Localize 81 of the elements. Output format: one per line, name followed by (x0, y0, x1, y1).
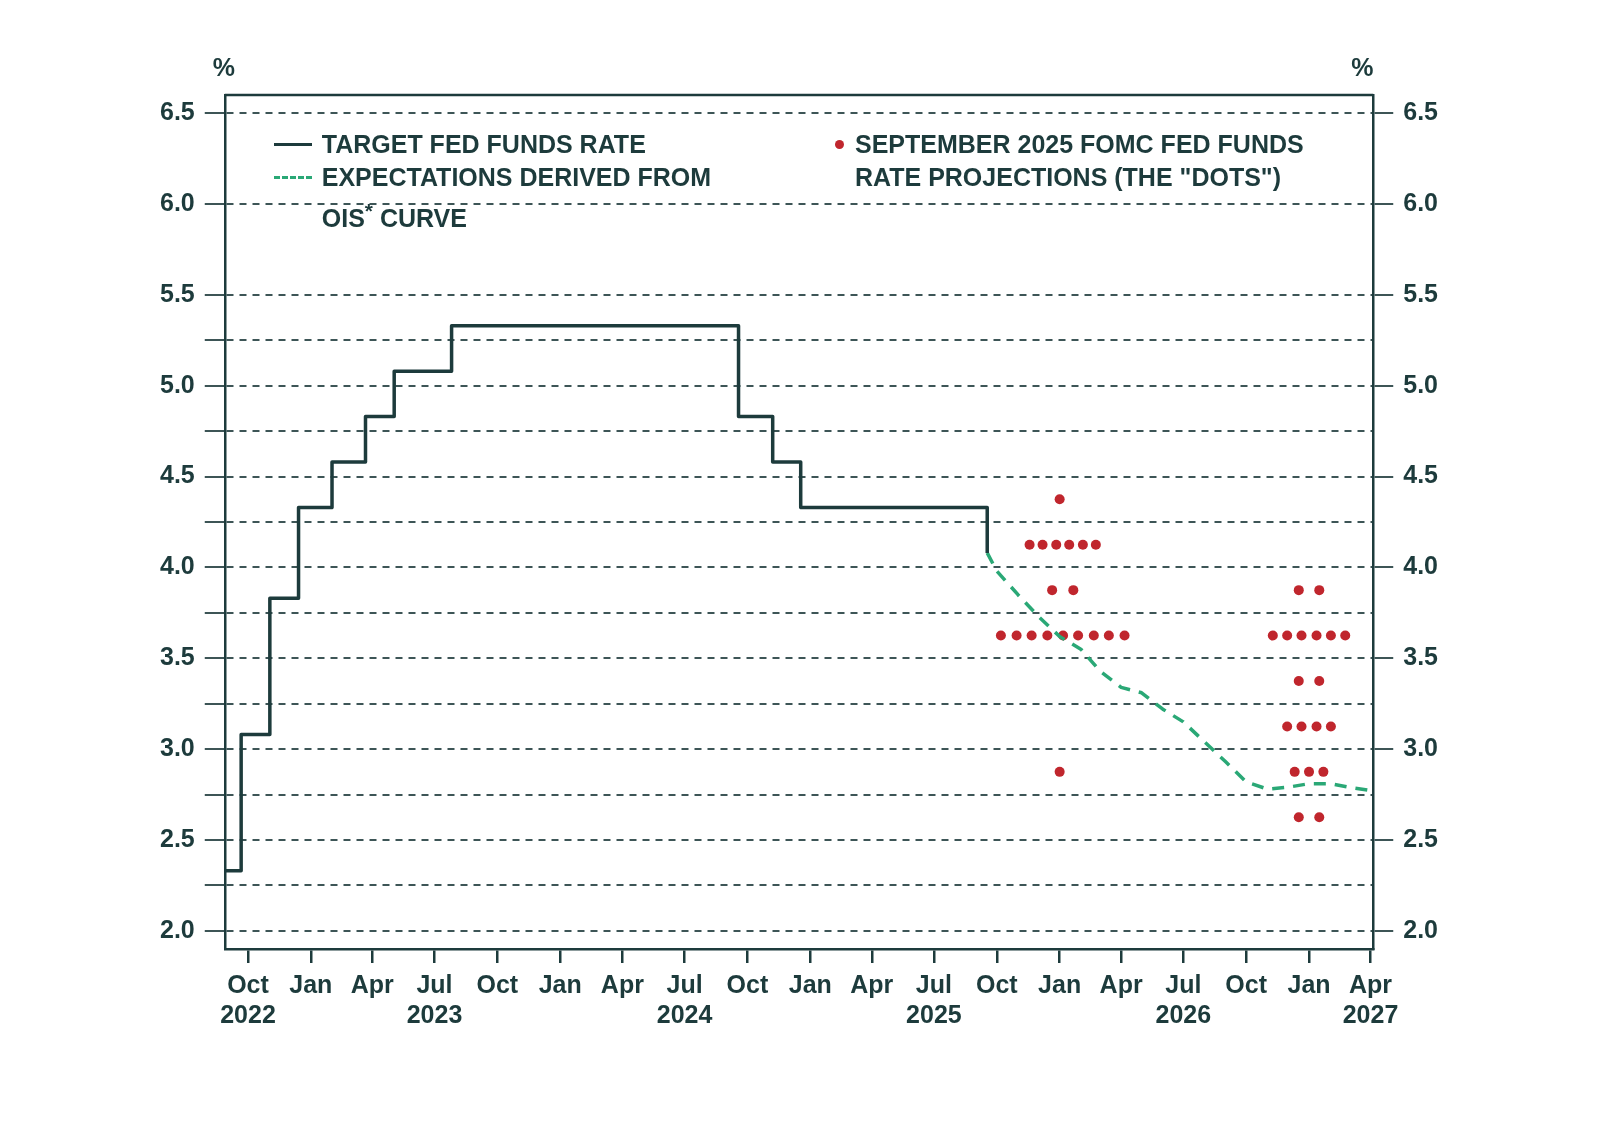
x-tick-label: Oct (726, 969, 769, 998)
x-tick-label: Jan (1287, 969, 1331, 998)
point (1325, 630, 1336, 641)
point (1304, 766, 1315, 777)
point (1311, 721, 1322, 732)
y-tick-label: 3.5 (159, 642, 195, 671)
x-tick-label: Apr (1099, 969, 1143, 998)
legend-label: SEPTEMBER 2025 FOMC FED FUNDS RATE PROJECTIONS (THE "DOTS") (854, 129, 1305, 193)
point (1068, 585, 1079, 596)
y-tick-label: 6.0 (159, 187, 195, 216)
point (1282, 630, 1293, 641)
y2-tick-label: 4.0 (1403, 551, 1439, 580)
x-tick-label: Jul 2026 (1155, 969, 1212, 1028)
y-tick-label: 2.0 (159, 914, 195, 943)
point (1293, 585, 1304, 596)
x-tick-label: Jan (538, 969, 582, 998)
point (1026, 630, 1037, 641)
x-tick-label: Oct 2022 (220, 969, 276, 1028)
point (1314, 812, 1325, 823)
point (1314, 585, 1325, 596)
point (1064, 539, 1075, 550)
x-tick-label: Jan (1038, 969, 1082, 998)
point (1318, 766, 1329, 777)
y2-tick-label: 3.5 (1403, 642, 1439, 671)
point (1024, 539, 1035, 550)
x-tick-label: Jan (788, 969, 832, 998)
point (1293, 812, 1304, 823)
point (1296, 630, 1307, 641)
point (1054, 766, 1065, 777)
y2-tick-label: 2.5 (1403, 823, 1439, 852)
legend-label: TARGET FED FUNDS RATE (321, 129, 646, 160)
y-axis-title: % (212, 53, 235, 82)
point (1011, 630, 1022, 641)
y-tick-label: 6.5 (159, 97, 195, 126)
y-tick-label: 4.5 (159, 460, 195, 489)
legend-label: EXPECTATIONS DERIVED FROM OIS$^{*}$ CURVE (321, 162, 713, 235)
point (1051, 539, 1062, 550)
point (1088, 630, 1099, 641)
point (1311, 630, 1322, 641)
point (995, 630, 1006, 641)
x-tick-label: Apr (850, 969, 894, 998)
point (1119, 630, 1130, 641)
y-tick-label: 3.0 (159, 733, 195, 762)
point (1054, 494, 1065, 505)
y-tick-label: 5.0 (159, 369, 195, 398)
point (1267, 630, 1278, 641)
point (1289, 766, 1300, 777)
y-tick-label: 2.5 (159, 823, 195, 852)
x-tick-label: Jan (289, 969, 333, 998)
y2-tick-label: 6.0 (1403, 187, 1439, 216)
x-tick-label: Oct (476, 969, 519, 998)
y-tick-label: 5.5 (159, 278, 195, 307)
y2-tick-label: 3.0 (1403, 733, 1439, 762)
point (1282, 721, 1293, 732)
x-tick-label: Jul 2023 (406, 969, 463, 1028)
y2-tick-label: 5.5 (1403, 278, 1439, 307)
point (1293, 675, 1304, 686)
x-tick-label: Oct (1225, 969, 1268, 998)
point (1296, 721, 1307, 732)
y2-tick-label: 5.0 (1403, 369, 1439, 398)
y-tick-label: 4.0 (159, 551, 195, 580)
point (1047, 585, 1058, 596)
point (1340, 630, 1351, 641)
point (1325, 721, 1336, 732)
point (1042, 630, 1053, 641)
y2-tick-label: 2.0 (1403, 914, 1439, 943)
point (1314, 675, 1325, 686)
point (1090, 539, 1101, 550)
point (1037, 539, 1048, 550)
point (1073, 630, 1084, 641)
x-tick-label: Jul 2024 (656, 969, 713, 1028)
point (1077, 539, 1088, 550)
point (1103, 630, 1114, 641)
y2-axis-title: % (1351, 53, 1374, 82)
x-tick-label: Apr (350, 969, 395, 998)
x-tick-label: Jul 2025 (906, 969, 962, 1028)
x-tick-label: Apr 2027 (1342, 969, 1399, 1028)
x-tick-label: Oct (975, 969, 1019, 998)
y2-tick-label: 6.5 (1403, 97, 1439, 126)
x-tick-label: Apr (600, 969, 645, 998)
y2-tick-label: 4.5 (1403, 460, 1439, 489)
